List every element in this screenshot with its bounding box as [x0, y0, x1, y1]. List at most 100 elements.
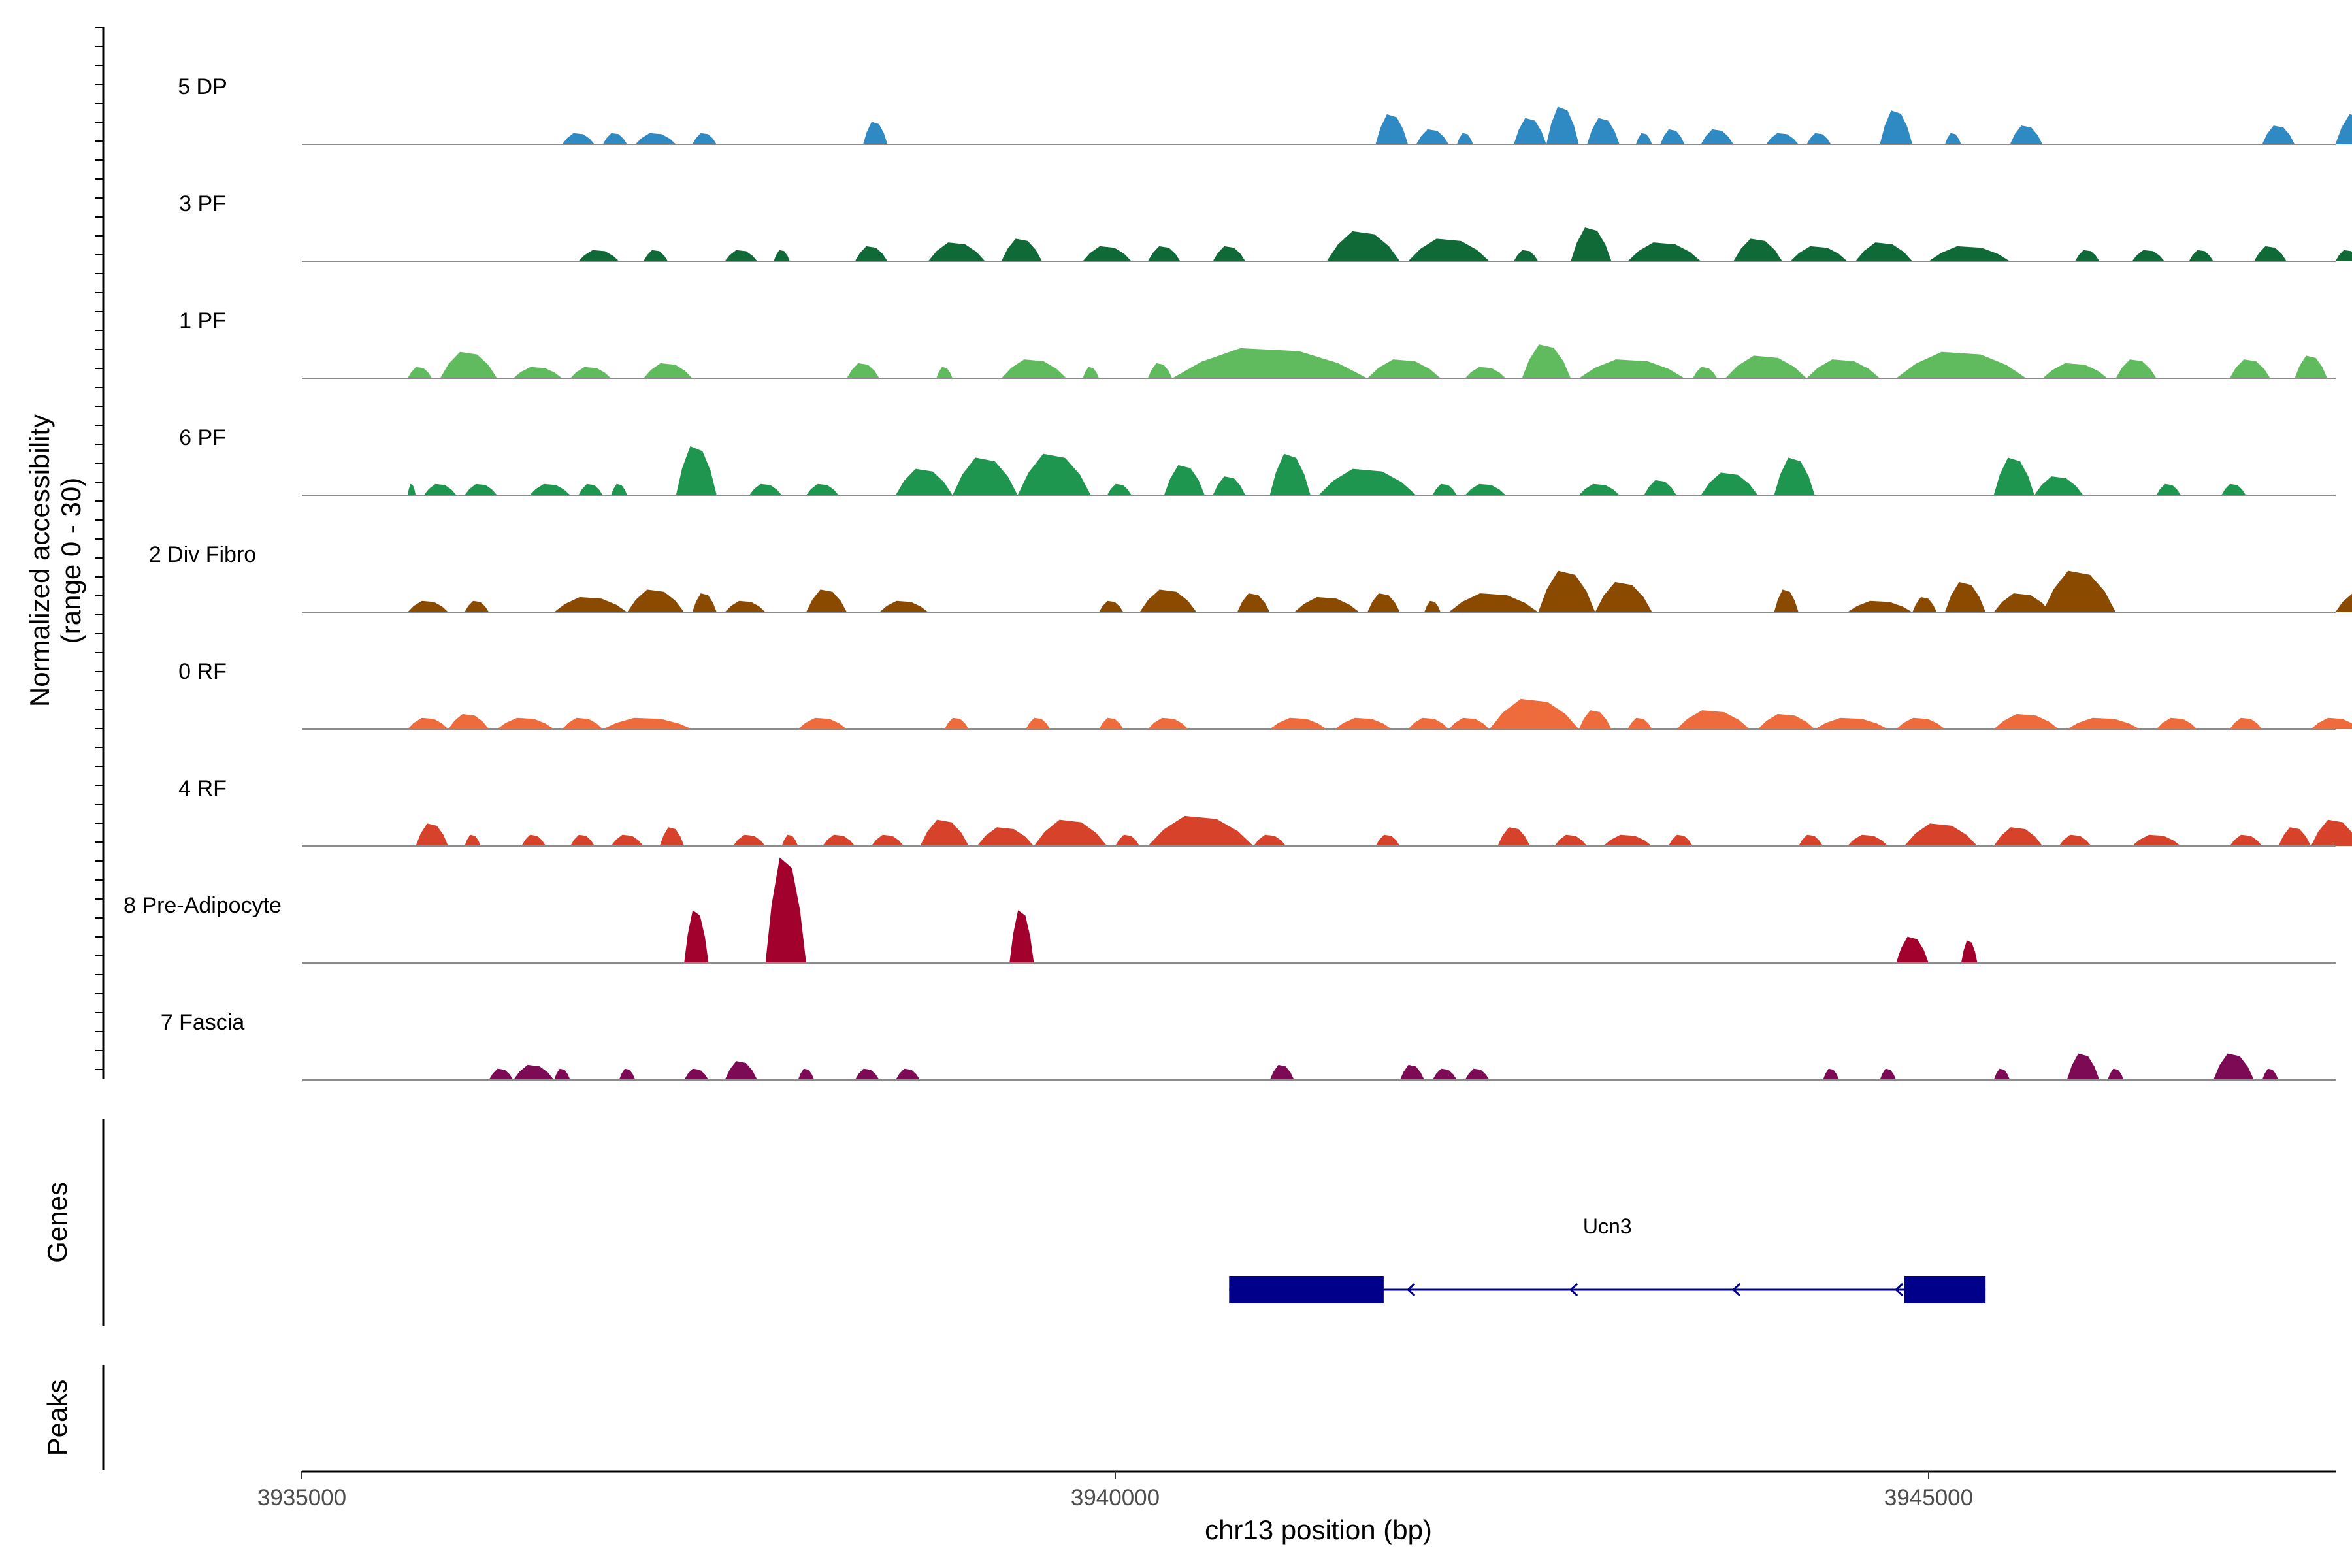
- coverage-peak: [407, 600, 449, 612]
- coverage-peak: [1269, 453, 1311, 495]
- coverage-peak: [1944, 581, 1986, 612]
- coverage-peak: [1424, 600, 1441, 612]
- coverage-peak: [725, 250, 758, 261]
- coverage-peak: [553, 1068, 570, 1080]
- coverage-peak: [1571, 227, 1612, 261]
- coverage-peak: [2335, 114, 2352, 144]
- coverage-peak: [553, 596, 627, 612]
- coverage-peak: [1847, 834, 1888, 846]
- coverage-peak: [602, 717, 693, 729]
- coverage-peak: [2221, 483, 2246, 495]
- coverage-peak: [1147, 815, 1254, 846]
- coverage-peak: [2066, 717, 2140, 729]
- coverage-peak: [847, 363, 879, 378]
- coverage-peak: [1164, 465, 1205, 495]
- coverage-peak: [619, 1068, 636, 1080]
- coverage-tracks: 5 DP 3 PF 1 PF 6 PF 2 Div Fibro 0 RF 4 RF 8 Pre…: [123, 74, 2352, 1081]
- x-axis-title: chr13 position (bp): [1205, 1514, 1432, 1545]
- coverage-peak: [1692, 367, 1718, 378]
- track-label: 3 PF: [179, 191, 226, 216]
- coverage-peak: [2254, 246, 2287, 261]
- coverage-peak: [1147, 246, 1181, 261]
- peaks-panel-label: Peaks: [42, 1380, 73, 1456]
- coverage-peak: [1465, 367, 1506, 378]
- coverage-peak: [1318, 468, 1416, 495]
- coverage-peak: [1880, 1068, 1897, 1080]
- track-label: 0 RF: [178, 659, 227, 684]
- coverage-peak: [2335, 593, 2352, 612]
- coverage-peak: [2156, 717, 2197, 729]
- x-tick-label: 3945000: [1884, 1485, 1973, 1511]
- coverage-peak: [1725, 355, 1807, 378]
- coverage-peak: [1408, 717, 1449, 729]
- coverage-peak: [1855, 242, 1913, 261]
- coverage-peak: [635, 133, 676, 144]
- coverage-peak: [879, 600, 928, 612]
- coverage-peak: [570, 834, 595, 846]
- x-tick-label: 3940000: [1071, 1485, 1160, 1511]
- coverage-peak: [1399, 1064, 1425, 1080]
- coverage-peak: [2059, 834, 2091, 846]
- coverage-peak: [2229, 717, 2262, 729]
- y-axis-subtitle: (range 0 - 30): [56, 478, 86, 644]
- coverage-peak: [465, 483, 497, 495]
- coverage-peak: [1635, 133, 1652, 144]
- coverage-peak: [1733, 238, 1782, 261]
- coverage-peak: [1432, 483, 1457, 495]
- coverage-peak: [1676, 710, 1750, 729]
- coverage-peak: [1294, 596, 1360, 612]
- coverage-peak: [1465, 1068, 1490, 1080]
- coverage-peak: [1790, 246, 1848, 261]
- coverage-peak: [1213, 476, 1246, 495]
- coverage-peak: [1774, 589, 1799, 612]
- coverage-peak: [1823, 1068, 1840, 1080]
- coverage-peak: [2262, 1068, 2279, 1080]
- coverage-peak: [1774, 457, 1815, 495]
- coverage-peak: [1896, 351, 2027, 378]
- coverage-peak: [1026, 717, 1051, 729]
- coverage-peak: [643, 250, 668, 261]
- coverage-peak: [1083, 246, 1132, 261]
- track-label: 1 PF: [179, 308, 226, 333]
- coverage-peak: [1497, 827, 1530, 846]
- coverage-peak: [1993, 827, 2043, 846]
- coverage-peak: [1993, 457, 2034, 495]
- coverage-peak: [659, 827, 685, 846]
- coverage-peak: [1139, 589, 1197, 612]
- coverage-peak: [1660, 129, 1685, 144]
- coverage-peak: [1083, 367, 1100, 378]
- coverage-peak: [1587, 118, 1620, 144]
- coverage-peak: [1448, 593, 1539, 612]
- coverage-peak: [1578, 710, 1612, 729]
- coverage-y-ticks: [95, 27, 103, 1070]
- coverage-peak: [1107, 483, 1132, 495]
- coverage-peak: [416, 823, 449, 846]
- coverage-peak: [1847, 600, 1913, 612]
- coverage-peak: [928, 242, 985, 261]
- coverage-peak: [423, 483, 457, 495]
- coverage-peak: [806, 483, 839, 495]
- coverage-peak: [1367, 593, 1400, 612]
- coverage-peak: [1627, 717, 1652, 729]
- coverage-peak: [529, 483, 570, 495]
- coverage-peak: [798, 1068, 815, 1080]
- coverage-peak: [1375, 834, 1400, 846]
- coverage-peak: [1806, 359, 1880, 378]
- gene-exon: [1904, 1276, 1986, 1303]
- coverage-peak: [2311, 717, 2352, 729]
- coverage-peak: [863, 122, 888, 144]
- coverage-peak: [1034, 819, 1107, 846]
- coverage-peak: [521, 834, 546, 846]
- coverage-peak: [2042, 363, 2108, 378]
- strand-arrow: [1569, 1282, 1578, 1297]
- strand-arrow: [1406, 1282, 1416, 1297]
- coverage-peak: [1432, 1068, 1457, 1080]
- coverage-peak: [611, 483, 627, 495]
- coverage-peak: [1627, 242, 1701, 261]
- coverage-peak: [2229, 359, 2270, 378]
- coverage-peak: [440, 351, 497, 378]
- coverage-peak: [806, 589, 847, 612]
- coverage-peak: [1554, 834, 1588, 846]
